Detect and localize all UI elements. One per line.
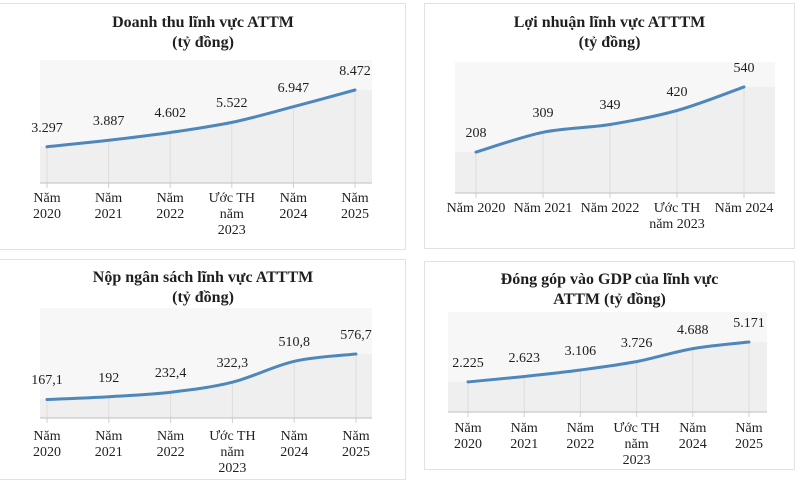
chart-title-text: Lợi nhuận lĩnh vực ATTTM bbox=[513, 14, 706, 31]
chart-subtitle: (tỷ đồng) bbox=[578, 33, 641, 51]
chart-title: Lợi nhuận lĩnh vực ATTTM (tỷ đồng) bbox=[425, 4, 794, 52]
chart-title: Đóng góp vào GDP của lĩnh vực ATTM (tỷ đ… bbox=[425, 262, 794, 309]
chart-title: Nộp ngân sách lĩnh vực ATTTM (tỷ đồng) bbox=[0, 260, 405, 307]
chart-subtitle: ATTM (tỷ đồng) bbox=[553, 290, 666, 308]
chart-title-text: Doanh thu lĩnh vực ATTM bbox=[112, 14, 294, 31]
chart-title: Doanh thu lĩnh vực ATTM (tỷ đồng) bbox=[0, 4, 405, 52]
panel-budget-chart: Nộp ngân sách lĩnh vực ATTTM (tỷ đồng) bbox=[0, 259, 406, 480]
chart-title-text: Nộp ngân sách lĩnh vực ATTTM bbox=[92, 269, 314, 286]
chart-title-text: Đóng góp vào GDP của lĩnh vực bbox=[500, 271, 719, 288]
chart-subtitle: (tỷ đồng) bbox=[172, 288, 234, 306]
panel-profit-chart: Lợi nhuận lĩnh vực ATTTM (tỷ đồng) bbox=[424, 3, 795, 249]
panel-revenue-chart: Doanh thu lĩnh vực ATTM (tỷ đồng) bbox=[0, 3, 406, 250]
chart-subtitle: (tỷ đồng) bbox=[172, 33, 234, 51]
panel-gdp-chart: Đóng góp vào GDP của lĩnh vực ATTM (tỷ đ… bbox=[424, 261, 795, 470]
